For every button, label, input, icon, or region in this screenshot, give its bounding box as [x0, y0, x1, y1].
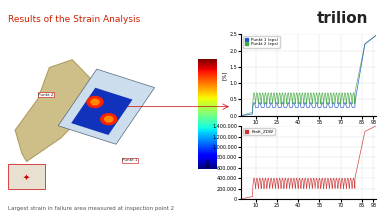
Circle shape	[87, 97, 103, 107]
Text: trilion: trilion	[317, 11, 369, 26]
Text: Results of the Strain Analysis: Results of the Strain Analysis	[8, 15, 140, 24]
Polygon shape	[58, 69, 155, 144]
Y-axis label: [%]: [%]	[222, 70, 226, 80]
Polygon shape	[71, 88, 133, 135]
Circle shape	[101, 114, 117, 125]
Polygon shape	[15, 60, 95, 161]
Legend: Kraft_ZDW: Kraft_ZDW	[243, 128, 274, 135]
Y-axis label: [N]: [N]	[204, 158, 209, 167]
Polygon shape	[8, 165, 45, 189]
Text: ✦: ✦	[23, 172, 30, 181]
Legend: Punkt 1 (eps), Punkt 2 (eps): Punkt 1 (eps), Punkt 2 (eps)	[243, 36, 280, 48]
Text: Punkt 2: Punkt 2	[38, 93, 54, 97]
Text: Largest strain in failure area measured at inspection point 2: Largest strain in failure area measured …	[8, 206, 174, 211]
Text: Punkt 1: Punkt 1	[122, 158, 138, 162]
Circle shape	[105, 116, 113, 122]
Circle shape	[91, 99, 99, 105]
